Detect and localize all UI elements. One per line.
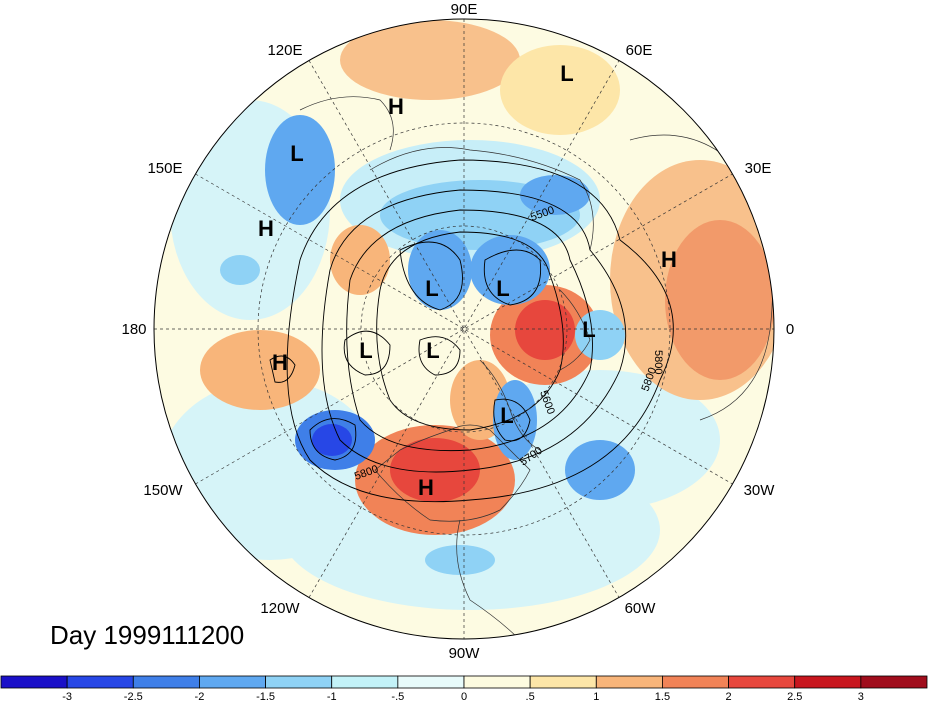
colorbar-tick-label: 1 bbox=[593, 691, 599, 702]
lon-150w: 150W bbox=[143, 482, 183, 499]
colorbar-box bbox=[662, 675, 729, 689]
colorbar-tick-label: -1.5 bbox=[256, 691, 275, 702]
colorbar-tick-label: 3 bbox=[858, 691, 864, 702]
colorbar-tick-label: 2.5 bbox=[787, 691, 802, 702]
lon-0: 0 bbox=[786, 321, 794, 338]
colorbar-box bbox=[132, 675, 200, 689]
lon-120e: 120E bbox=[267, 42, 302, 59]
colorbar-box bbox=[0, 675, 68, 689]
colorbar-tick-label: 1.5 bbox=[655, 691, 670, 702]
colorbar-tick-label: -2 bbox=[195, 691, 205, 702]
high-center: H bbox=[418, 475, 434, 500]
high-center: H bbox=[661, 247, 677, 272]
colorbar-box bbox=[529, 675, 597, 689]
low-center: L bbox=[496, 276, 509, 301]
lon-180: 180 bbox=[121, 321, 146, 338]
polar-map: 90E 60E 30E 0 30W 60W 90W 120W 150W 180 … bbox=[121, 1, 794, 662]
colorbar-tick-label: -2.5 bbox=[124, 691, 143, 702]
low-center: L bbox=[582, 317, 595, 342]
colorbar-tick-label: -1 bbox=[327, 691, 337, 702]
colorbar-tick-label: .5 bbox=[526, 691, 535, 702]
colorbar-box bbox=[728, 675, 796, 689]
lon-60w: 60W bbox=[625, 600, 657, 617]
colorbar-tick-label: -.5 bbox=[391, 691, 404, 702]
low-center: L bbox=[359, 338, 372, 363]
anomaly-field bbox=[154, 19, 774, 639]
lon-30e: 30E bbox=[745, 160, 772, 177]
colorbar-boxes bbox=[0, 675, 928, 689]
colorbar-labels: -3 -2.5 -2 -1.5 -1 -.5 0 .5 1 1.5 2 2.5 3 bbox=[62, 691, 864, 702]
colorbar-box bbox=[463, 675, 531, 689]
colorbar-tick-label: -3 bbox=[62, 691, 72, 702]
low-center: L bbox=[426, 338, 439, 363]
colorbar-box bbox=[595, 675, 663, 689]
colorbar-box bbox=[265, 675, 333, 689]
lon-90w: 90W bbox=[449, 645, 481, 662]
colorbar-box bbox=[66, 675, 134, 689]
lon-120w: 120W bbox=[260, 600, 300, 617]
colorbar-box bbox=[331, 675, 399, 689]
contour-label-5800: 5800 bbox=[652, 350, 664, 374]
high-center: H bbox=[258, 216, 274, 241]
low-center: L bbox=[425, 276, 438, 301]
longitude-labels: 90E 60E 30E 0 30W 60W 90W 120W 150W 180 … bbox=[121, 1, 794, 662]
colorbar-box bbox=[199, 675, 266, 689]
high-center: H bbox=[272, 350, 288, 375]
colorbar-box bbox=[397, 675, 465, 689]
lon-90e: 90E bbox=[451, 1, 478, 18]
height-contours bbox=[269, 159, 674, 503]
lon-150e: 150E bbox=[147, 160, 182, 177]
colorbar-box bbox=[794, 675, 862, 689]
map-boundary bbox=[153, 18, 775, 640]
map-title: Day 1999111200 bbox=[50, 620, 245, 650]
low-center: L bbox=[290, 141, 303, 166]
graticule bbox=[154, 19, 774, 639]
low-center: L bbox=[500, 403, 513, 428]
colorbar: -3 -2.5 -2 -1.5 -1 -.5 0 .5 1 1.5 2 2.5 3 bbox=[0, 675, 928, 702]
colorbar-box bbox=[860, 675, 928, 689]
low-center: L bbox=[560, 61, 573, 86]
high-center: H bbox=[388, 94, 404, 119]
lon-30w: 30W bbox=[744, 482, 776, 499]
lon-60e: 60E bbox=[626, 42, 653, 59]
colorbar-tick-label: 2 bbox=[726, 691, 732, 702]
pressure-centers: L H L H H L L L L L H L H bbox=[258, 61, 677, 500]
colorbar-tick-label: 0 bbox=[461, 691, 467, 702]
